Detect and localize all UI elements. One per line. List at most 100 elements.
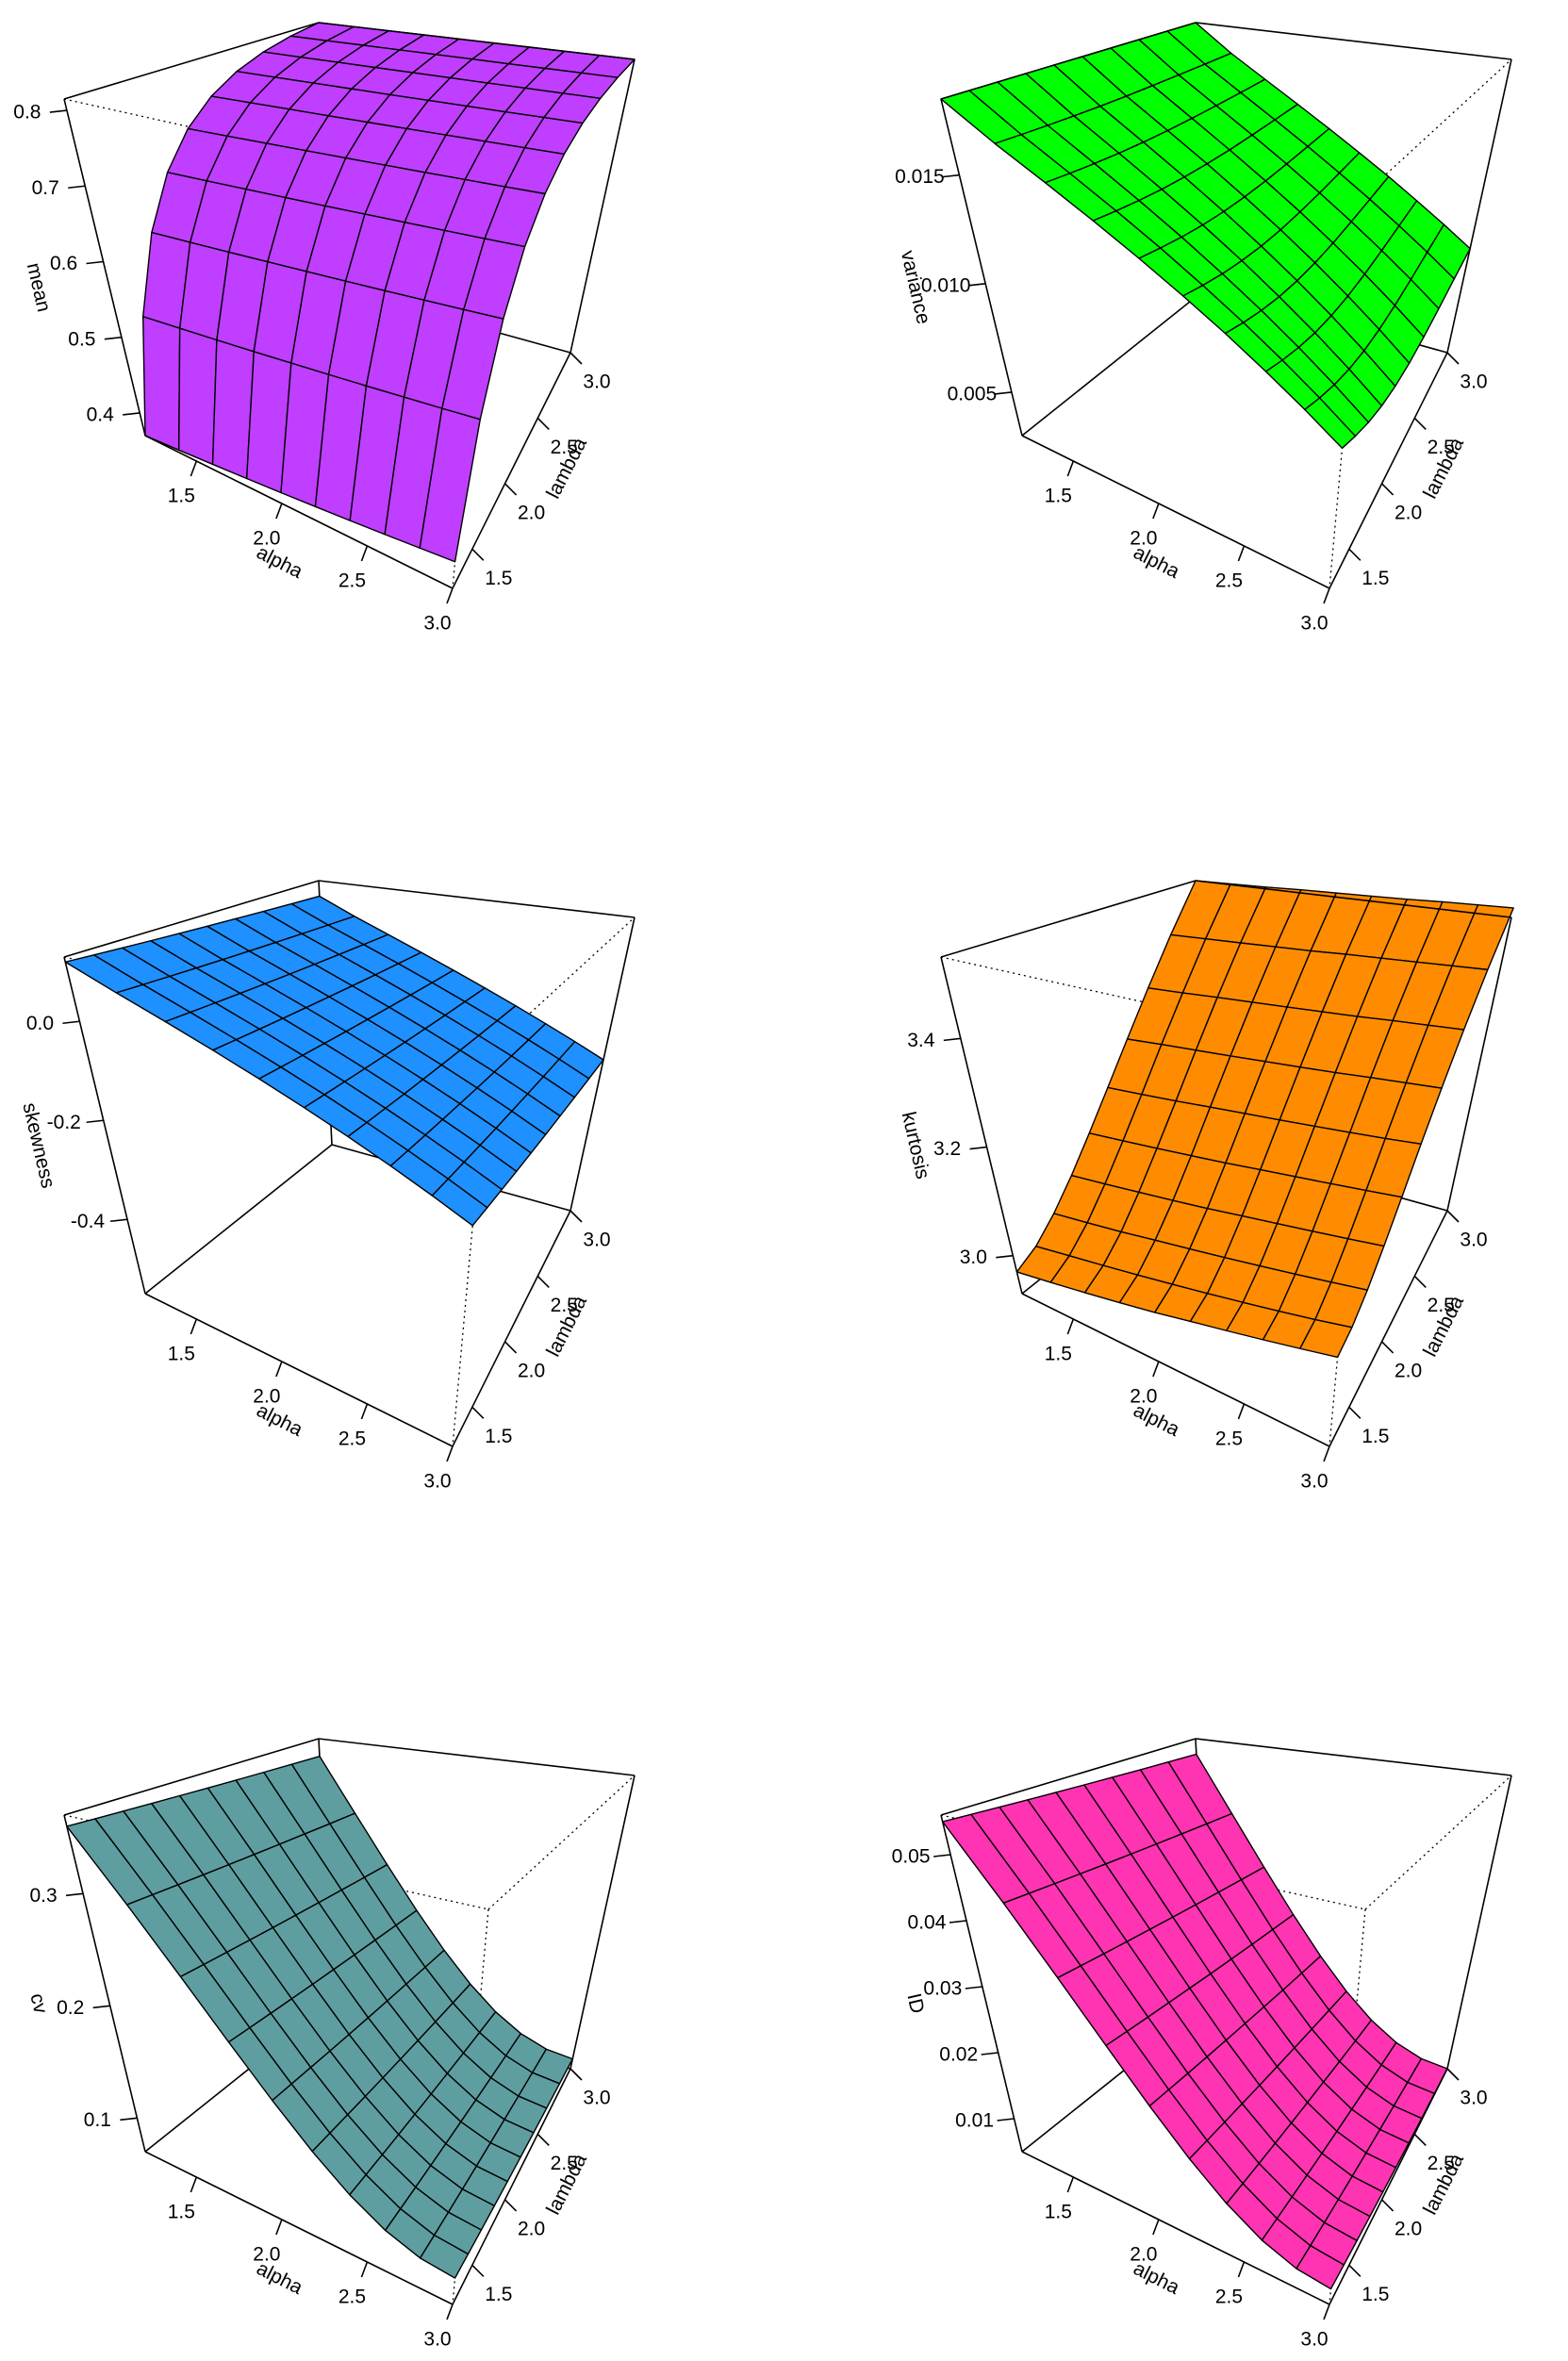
box-edge-hidden — [1364, 1775, 1512, 1910]
box-edge-hidden — [487, 1775, 635, 1910]
lambda-tick — [471, 1406, 485, 1419]
surface-mesh — [64, 895, 604, 1227]
box-edge — [63, 22, 320, 100]
alpha-tick-label: 1.5 — [1045, 1344, 1072, 1365]
alpha-tick — [446, 2303, 454, 2320]
alpha-tick-label: 3.0 — [423, 1471, 451, 1493]
z-tick — [943, 1037, 961, 1042]
z-tick-label: 0.01 — [955, 2110, 994, 2132]
box-edge — [1195, 880, 1512, 918]
lambda-tick-label: 3.0 — [1460, 1230, 1487, 1251]
alpha-tick — [1066, 2176, 1075, 2193]
lambda-tick — [503, 483, 518, 496]
box-edge — [569, 1775, 635, 2070]
alpha-tick-label: 2.0 — [253, 528, 280, 550]
lambda-tick — [1380, 2199, 1395, 2212]
z-axis — [940, 956, 1023, 1295]
lambda-tick-label: 1.5 — [485, 568, 512, 589]
alpha-tick — [1237, 545, 1246, 562]
alpha-tick — [360, 2261, 369, 2278]
z-tick — [969, 1146, 987, 1150]
lambda-tick-label: 2.0 — [1395, 502, 1422, 523]
alpha-tick-label: 3.0 — [1300, 2329, 1328, 2351]
z-tick-label: 0.5 — [68, 328, 95, 350]
surface-facet — [1304, 397, 1357, 450]
lambda-tick — [1348, 548, 1362, 561]
z-tick-label: 0.015 — [895, 166, 945, 188]
box-edge-hidden — [452, 1050, 489, 1447]
lambda-tick — [1413, 417, 1427, 431]
alpha-tick-label: 2.5 — [338, 570, 366, 592]
alpha-tick — [275, 2219, 283, 2236]
z-tick — [933, 1854, 951, 1857]
z-tick — [104, 336, 122, 340]
z-tick-label: 0.3 — [29, 1885, 57, 1907]
lambda-tick — [503, 1341, 518, 1354]
lambda-tick-label: 2.5 — [1428, 1295, 1455, 1316]
alpha-tick-label: 1.5 — [1045, 486, 1072, 507]
box-edge — [569, 58, 635, 354]
box-edge — [318, 22, 635, 60]
lambda-axis — [1329, 2068, 1448, 2305]
lambda-tick — [536, 417, 550, 431]
alpha-tick — [446, 1445, 454, 1462]
box-edge — [940, 22, 1197, 100]
lambda-tick-label: 3.0 — [1460, 371, 1487, 393]
z-tick-label: 0.005 — [948, 383, 998, 405]
z-tick — [996, 1254, 1014, 1259]
lambda-tick — [471, 548, 485, 561]
surface-facet — [431, 1178, 488, 1227]
lambda-tick-label: 1.5 — [485, 1426, 512, 1447]
lambda-tick — [1413, 1275, 1427, 1289]
z-tick-label: 0.1 — [84, 2109, 111, 2131]
box-edge-hidden — [940, 1814, 1366, 1910]
alpha-tick — [360, 1403, 369, 1420]
lambda-tick-label: 2.0 — [1395, 1360, 1422, 1381]
alpha-tick-label: 3.0 — [1300, 1471, 1328, 1493]
alpha-tick-label: 1.5 — [168, 486, 195, 507]
alpha-tick — [275, 1361, 283, 1378]
alpha-axis — [1021, 2151, 1330, 2305]
z-axis-title: ID — [902, 1991, 928, 2016]
lambda-tick-label: 3.0 — [1460, 2088, 1487, 2109]
lambda-tick-label: 2.0 — [518, 1360, 545, 1381]
z-tick — [86, 260, 104, 265]
surface-mesh — [66, 1755, 573, 2279]
lambda-tick-label: 2.5 — [1428, 2153, 1455, 2174]
lambda-tick — [1380, 1341, 1395, 1354]
z-tick-label: -0.4 — [71, 1211, 106, 1232]
box-edge — [1195, 22, 1512, 60]
box-edge — [1446, 58, 1512, 354]
surface-mesh — [941, 1753, 1448, 2290]
alpha-tick — [1237, 1403, 1246, 1420]
box-edge — [318, 1738, 635, 1776]
z-axis-title: cv — [25, 1991, 51, 2016]
box-edge — [1446, 1775, 1512, 2070]
lambda-tick-label: 1.5 — [1362, 1426, 1389, 1447]
alpha-tick — [360, 545, 369, 562]
alpha-tick-label: 2.5 — [338, 1428, 366, 1450]
alpha-tick — [446, 587, 454, 604]
box-edge — [63, 1738, 320, 1816]
z-tick — [949, 1920, 967, 1923]
z-axis — [63, 956, 146, 1295]
lambda-tick — [471, 2264, 485, 2277]
z-tick — [86, 1119, 104, 1124]
lambda-tick — [1348, 2264, 1362, 2277]
box-edge — [940, 1738, 1197, 1816]
z-tick-label: 0.0 — [26, 1013, 54, 1034]
alpha-axis — [1021, 1293, 1330, 1447]
box-edge — [1195, 1738, 1512, 1776]
alpha-tick-label: 2.5 — [1215, 2287, 1243, 2308]
lambda-tick-label: 2.5 — [551, 2153, 578, 2174]
surface-mesh — [141, 22, 635, 563]
z-tick-label: 0.04 — [908, 1912, 947, 1934]
lambda-tick-label: 2.0 — [518, 502, 545, 523]
z-tick — [65, 1892, 84, 1897]
alpha-tick — [1152, 503, 1160, 520]
z-tick — [968, 282, 986, 287]
